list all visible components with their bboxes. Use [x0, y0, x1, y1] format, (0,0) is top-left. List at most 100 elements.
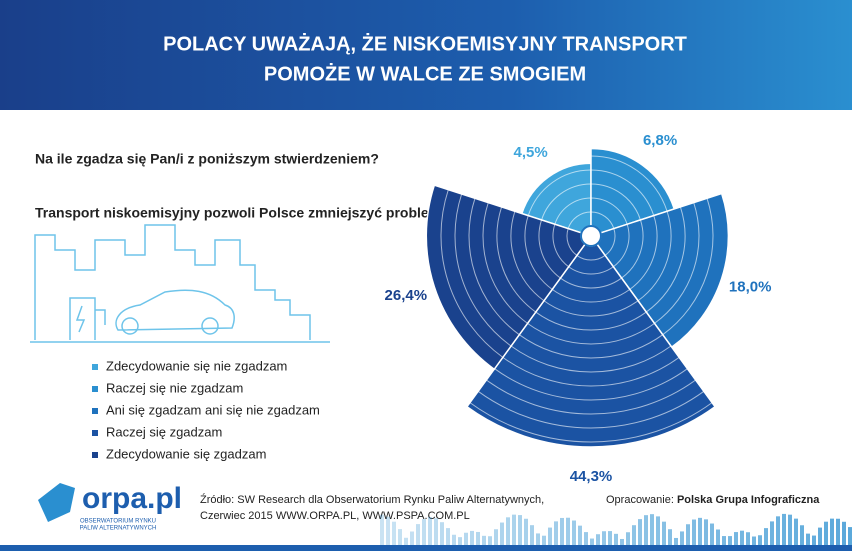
deco-bar — [692, 519, 696, 545]
legend-label: Ani się zgadzam ani się nie zgadzam — [106, 402, 320, 417]
deco-bar — [554, 521, 558, 545]
deco-bar — [716, 529, 720, 545]
ring — [654, 202, 700, 324]
deco-bar — [656, 516, 660, 545]
ring — [510, 345, 672, 373]
ring — [468, 198, 520, 336]
question: Na ile zgadza się Pan/i z poniższym stwi… — [35, 151, 379, 167]
ring — [502, 356, 680, 387]
deco-bar — [800, 525, 804, 545]
deco-bar — [836, 518, 840, 545]
deco-bar — [602, 531, 606, 545]
deco-bar — [416, 524, 420, 545]
deco-bar — [662, 521, 666, 545]
deco-bar — [452, 534, 456, 545]
ring — [554, 197, 592, 225]
deco-bar — [788, 514, 792, 545]
ring — [543, 300, 639, 317]
deco-bar — [524, 518, 528, 545]
deco-bar — [440, 522, 444, 545]
deco-bar — [674, 537, 678, 545]
ring — [590, 183, 641, 221]
deco-bar — [500, 522, 504, 545]
deco-bar — [710, 523, 714, 545]
deco-bar — [806, 533, 810, 545]
deco-bar — [782, 513, 786, 545]
deco-bar — [626, 532, 630, 545]
ring — [494, 368, 688, 401]
deco-bar — [764, 528, 768, 545]
deco-bar — [404, 537, 408, 545]
deco-bar — [686, 524, 690, 545]
ring — [662, 198, 714, 336]
deco-bar — [584, 532, 588, 545]
logo-sub: OBSERWATORIUM RYNKU — [80, 519, 156, 525]
title: POLACY UWAŻAJĄ, ŻE NISKOEMISYJNY TRANSPO… — [163, 32, 687, 55]
value-label: 6,8% — [643, 132, 677, 149]
ring — [482, 202, 528, 324]
ring — [613, 224, 630, 268]
ring — [629, 215, 658, 290]
deco-bar — [734, 532, 738, 545]
city-illustration — [30, 224, 330, 343]
deco-bar — [842, 521, 846, 545]
center-hole — [580, 225, 602, 247]
deco-bar — [680, 531, 684, 545]
value-label: 44,3% — [570, 468, 613, 485]
ring — [524, 215, 553, 290]
deco-bar — [668, 529, 672, 545]
source: Źródło: SW Research dla Obserwatorium Ry… — [200, 493, 544, 506]
deco-bar — [776, 516, 780, 545]
ring — [560, 277, 622, 289]
deco-bar — [770, 521, 774, 545]
legend-label: Zdecydowanie się nie zgadzam — [106, 358, 287, 373]
deco-bar — [818, 527, 822, 545]
legend-swatch — [92, 408, 98, 414]
deco-bar — [422, 519, 426, 545]
ring — [454, 193, 512, 347]
deco-bar — [824, 521, 828, 545]
value-label: 18,0% — [729, 279, 772, 296]
ring — [621, 219, 644, 279]
deco-bar — [812, 535, 816, 545]
legend-label: Raczej się nie zgadzam — [106, 380, 243, 395]
deco-bar — [428, 517, 432, 545]
deco-bar — [572, 520, 576, 545]
deco-bar — [542, 535, 546, 545]
ring — [527, 169, 592, 216]
deco-bar — [632, 525, 636, 545]
deco-bar — [434, 518, 438, 545]
ring — [477, 390, 705, 429]
value-label: 4,5% — [514, 144, 548, 161]
legend-swatch — [92, 452, 98, 458]
ring — [590, 155, 668, 212]
statement: Transport niskoemisyjny pozwoli Polsce z… — [35, 205, 491, 221]
deco-bar — [530, 525, 534, 545]
header-band — [0, 0, 852, 110]
deco-bar — [518, 515, 522, 545]
deco-bar — [728, 536, 732, 545]
value-label: 26,4% — [385, 287, 428, 304]
deco-bar — [410, 531, 414, 545]
deco-bar — [536, 533, 540, 545]
deco-bar — [650, 514, 654, 545]
footer-bars — [380, 513, 852, 545]
legend-swatch — [92, 430, 98, 436]
ring — [538, 219, 561, 279]
ring — [551, 288, 631, 303]
deco-bar — [446, 528, 450, 545]
deco-bar — [614, 533, 618, 545]
ring — [440, 189, 504, 358]
ring — [645, 206, 686, 313]
deco-bar — [380, 514, 384, 545]
legend-label: Raczej się zgadzam — [106, 424, 222, 439]
ring — [469, 402, 713, 443]
ring — [486, 379, 696, 415]
legend-label: Zdecydowanie się zgadzam — [106, 446, 266, 461]
deco-bar — [740, 530, 744, 545]
credit: Opracowanie: Polska Grupa Infograficzna — [606, 494, 820, 506]
ring — [590, 211, 615, 229]
deco-bar — [722, 536, 726, 545]
